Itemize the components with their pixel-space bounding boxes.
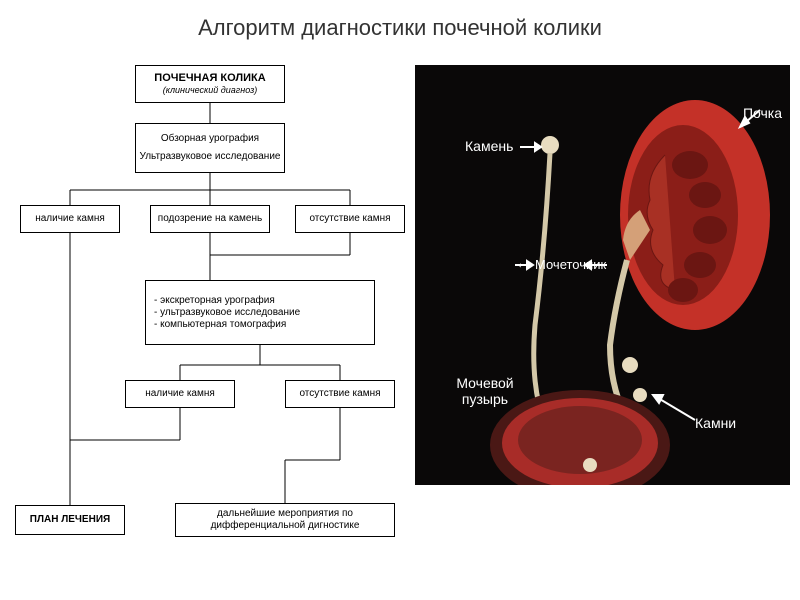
label-ureter: Мочеточник: [535, 257, 606, 272]
stone-upper: [541, 136, 559, 154]
box-b2-right: отсутствие камня: [285, 380, 395, 408]
b1-left: наличие камня: [35, 213, 105, 225]
b1-right: отсутствие камня: [309, 213, 390, 225]
anatomy-panel: Почка Камень Мочеточник ← Мочевой пузырь…: [415, 65, 790, 585]
plan-text: ПЛАН ЛЕЧЕНИЯ: [30, 514, 110, 526]
kidney-shape: [620, 100, 770, 330]
box-plan: ПЛАН ЛЕЧЕНИЯ: [15, 505, 125, 535]
box-root: ПОЧЕЧНАЯ КОЛИКА (клинический диагноз): [135, 65, 285, 103]
stone-bladder: [583, 458, 597, 472]
diff-text: дальнейшие мероприятия по дифференциальн…: [179, 508, 391, 532]
step2-l2: Ультразвуковое исследование: [140, 151, 281, 163]
box-diff: дальнейшие мероприятия по дифференциальн…: [175, 503, 395, 537]
s3-l3: - компьютерная томография: [154, 319, 286, 331]
label-stones: Камни: [695, 415, 736, 431]
box-step2: Обзорная урография Ультразвуковое исслед…: [135, 123, 285, 173]
box-step3: - экскреторная урография - ультразвуково…: [145, 280, 375, 345]
b2-right: отсутствие камня: [299, 388, 380, 400]
box-b1-mid: подозрение на камень: [150, 205, 270, 233]
stone-mid: [622, 357, 638, 373]
root-line2: (клинический диагноз): [163, 85, 258, 96]
root-line1: ПОЧЕЧНАЯ КОЛИКА: [154, 72, 265, 85]
flowchart-panel: ПОЧЕЧНАЯ КОЛИКА (клинический диагноз) Об…: [10, 65, 410, 585]
s3-l1: - экскреторная урография: [154, 295, 275, 307]
b2-left: наличие камня: [145, 388, 215, 400]
s3-l2: - ультразвуковое исследование: [154, 307, 300, 319]
label-bladder: Мочевой пузырь: [445, 375, 525, 407]
slide-title: Алгоритм диагностики почечной колики: [0, 15, 800, 41]
arrow-left-icon: ←: [515, 255, 531, 273]
box-b1-right: отсутствие камня: [295, 205, 405, 233]
label-stone: Камень: [465, 138, 513, 154]
b1-mid: подозрение на камень: [158, 213, 262, 225]
box-b1-left: наличие камня: [20, 205, 120, 233]
step2-l1: Обзорная урография: [161, 133, 259, 145]
stone-lower1: [633, 388, 647, 402]
label-kidney: Почка: [743, 105, 782, 121]
box-b2-left: наличие камня: [125, 380, 235, 408]
